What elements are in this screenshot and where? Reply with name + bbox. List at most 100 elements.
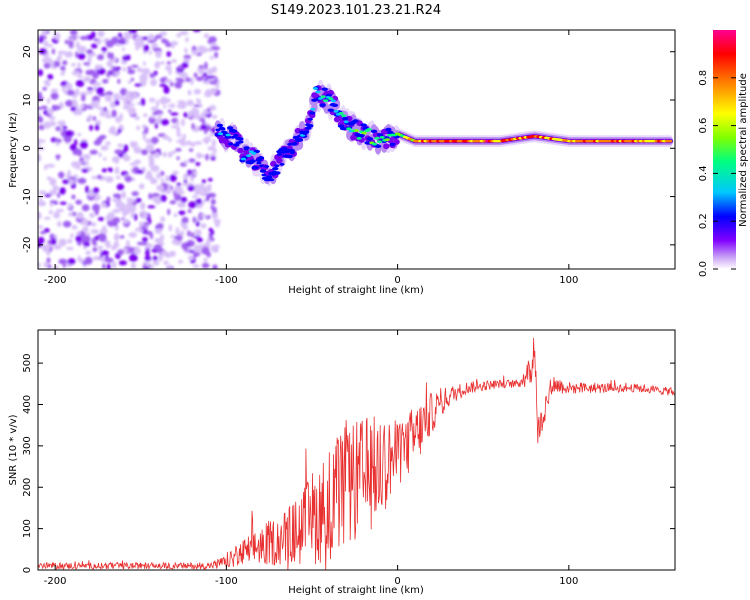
noise-blob xyxy=(87,114,93,121)
noise-blob xyxy=(93,100,100,107)
noise-blob xyxy=(52,185,59,192)
noise-blob xyxy=(38,142,42,147)
noise-blob xyxy=(82,226,89,233)
noise-blob xyxy=(58,258,67,265)
colorbar-tick-label: 0.4 xyxy=(698,165,709,181)
noise-blob xyxy=(188,255,195,261)
noise-blob xyxy=(112,217,121,224)
noise-blob xyxy=(145,138,153,144)
noise-blob xyxy=(150,106,159,112)
noise-blob xyxy=(106,196,111,203)
noise-blob xyxy=(74,139,78,146)
noise-blob xyxy=(38,190,47,195)
noise-blob xyxy=(188,110,193,118)
noise-blob xyxy=(51,48,56,55)
noise-blob xyxy=(189,77,194,86)
noise-blob xyxy=(84,256,93,265)
noise-blob xyxy=(194,187,198,196)
noise-blob xyxy=(196,76,204,82)
noise-blob xyxy=(166,51,172,57)
noise-blob xyxy=(204,61,208,70)
ridge-core xyxy=(261,173,267,177)
noise-blob xyxy=(176,126,181,135)
noise-blob xyxy=(81,168,89,173)
ridge-core xyxy=(341,114,347,118)
noise-blob xyxy=(149,264,154,269)
noise-blob xyxy=(66,89,75,96)
noise-blob xyxy=(95,65,102,70)
noise-blob xyxy=(72,99,77,107)
noise-blob xyxy=(38,200,47,207)
noise-blob xyxy=(91,43,98,49)
x-tick-label: -200 xyxy=(44,275,67,286)
noise-blob xyxy=(117,249,125,256)
noise-blob xyxy=(190,142,196,148)
noise-blob xyxy=(38,153,41,162)
x-tick-label: 0 xyxy=(394,576,400,587)
noise-blob xyxy=(202,80,210,85)
noise-blob xyxy=(145,243,153,249)
noise-blob xyxy=(175,148,182,152)
noise-blob xyxy=(169,82,174,87)
noise-blob xyxy=(123,248,129,253)
colorbar-tick-label: 0.6 xyxy=(698,118,709,134)
noise-blob xyxy=(176,104,183,109)
ridge-blob xyxy=(366,137,374,141)
y-tick-label: 200 xyxy=(22,478,33,497)
noise-blob xyxy=(70,233,74,239)
y-tick-label: -10 xyxy=(22,188,33,204)
noise-blob xyxy=(84,232,91,236)
noise-blob xyxy=(183,160,189,165)
noise-blob xyxy=(129,253,138,262)
noise-blob xyxy=(62,179,70,184)
noise-blob xyxy=(75,41,80,50)
noise-blob xyxy=(75,88,80,96)
noise-blob xyxy=(71,70,81,76)
noise-blob xyxy=(207,146,216,151)
noise-blob xyxy=(115,175,121,180)
noise-blob xyxy=(106,72,111,77)
noise-blob xyxy=(75,79,85,88)
noise-blob xyxy=(87,56,92,65)
noise-blob xyxy=(195,98,201,103)
noise-blob xyxy=(168,224,173,232)
noise-blob xyxy=(50,92,59,100)
noise-blob xyxy=(211,46,221,51)
ridge-core xyxy=(256,161,262,165)
noise-blob xyxy=(150,78,158,87)
noise-blob xyxy=(58,171,65,178)
noise-blob xyxy=(77,148,83,157)
ridge-blob xyxy=(370,129,378,133)
noise-blob xyxy=(142,213,148,219)
noise-blob xyxy=(77,132,82,137)
ridge-core xyxy=(323,99,329,102)
noise-blob xyxy=(49,178,57,186)
noise-blob xyxy=(182,133,186,140)
ridge-blob xyxy=(257,156,265,160)
noise-blob xyxy=(181,72,189,79)
noise-blob xyxy=(200,191,209,197)
noise-blob xyxy=(195,162,201,166)
noise-blob xyxy=(129,162,138,166)
noise-blob xyxy=(101,51,107,55)
noise-blob xyxy=(192,264,200,268)
noise-blob xyxy=(206,240,211,248)
x-tick-label: 100 xyxy=(559,576,578,587)
noise-blob xyxy=(111,109,117,118)
noise-blob xyxy=(145,144,155,152)
noise-blob xyxy=(167,266,172,269)
noise-blob xyxy=(53,105,61,111)
noise-blob xyxy=(103,107,107,112)
noise-blob xyxy=(45,57,52,64)
noise-blob xyxy=(138,183,145,190)
noise-blob xyxy=(111,261,117,269)
ridge-core xyxy=(328,97,334,101)
noise-blob xyxy=(142,132,146,141)
noise-blob xyxy=(170,150,177,154)
noise-blob xyxy=(71,225,78,230)
noise-blob xyxy=(193,88,202,95)
noise-blob xyxy=(196,154,205,158)
noise-blob xyxy=(155,34,163,39)
noise-blob xyxy=(207,177,213,182)
ridge-core xyxy=(294,137,300,141)
